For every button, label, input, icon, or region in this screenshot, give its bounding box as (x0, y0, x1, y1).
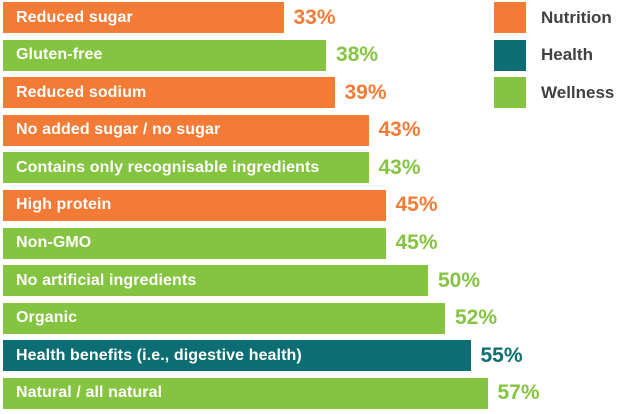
bar-value-label: 57% (497, 381, 540, 405)
bar-value-label: 43% (378, 155, 421, 179)
bar-value-label: 33% (293, 5, 336, 29)
bar-row: No added sugar / no sugar 43% (3, 114, 540, 146)
bar-category-label: Reduced sugar (16, 8, 133, 26)
bar-row: Gluten-free 38% (3, 39, 540, 71)
legend-item-nutrition: Nutrition (494, 2, 614, 33)
bar-row: Health benefits (i.e., digestive health)… (3, 340, 540, 372)
legend-swatch-wellness-icon (494, 77, 526, 109)
bar-category-label: No artificial ingredients (16, 271, 197, 289)
legend-label-nutrition: Nutrition (541, 7, 612, 27)
legend-label-health: Health (541, 45, 593, 65)
legend-item-wellness: Wellness (494, 77, 615, 109)
bar-category-label: Gluten-free (16, 46, 103, 64)
bar-value-label: 45% (395, 231, 438, 255)
bar-category-label: Natural / all natural (16, 384, 163, 402)
bar-nutrition: Reduced sugar (3, 2, 284, 33)
legend-swatch-health-icon (494, 39, 526, 71)
bar-value-label: 52% (455, 306, 498, 330)
bar-row: Reduced sugar 33% (3, 2, 540, 33)
bar-wellness: Non-GMO (3, 227, 386, 259)
bar-row: Reduced sodium 39% (3, 77, 540, 109)
bar-category-label: Contains only recognisable ingredients (16, 158, 320, 176)
bar-wellness: Organic (3, 302, 445, 334)
bar-health: Health benefits (i.e., digestive health) (3, 340, 471, 372)
bar-value-label: 50% (438, 268, 481, 292)
bar-row: High protein 45% (3, 189, 540, 221)
bar-row: Organic 52% (3, 302, 540, 334)
bar-value-label: 39% (344, 80, 387, 104)
bar-row: Non-GMO 45% (3, 227, 540, 259)
legend-label-wellness: Wellness (541, 82, 615, 102)
bar-wellness: Gluten-free (3, 39, 326, 71)
bar-category-label: High protein (16, 196, 112, 214)
bar-row: Contains only recognisable ingredients 43… (3, 152, 540, 184)
bar-value-label: 55% (480, 343, 523, 367)
bar-value-label: 38% (336, 43, 379, 67)
legend: Nutrition Health Wellness (494, 2, 615, 109)
bar-category-label: Reduced sodium (16, 83, 147, 101)
bar-rows: Reduced sugar 33% Gluten-free 38% Reduced so… (3, 2, 540, 409)
bar-wellness: Contains only recognisable ingredients (3, 152, 369, 184)
bar-value-label: 43% (378, 118, 421, 142)
bar-nutrition: No added sugar / no sugar (3, 114, 369, 146)
bar-category-label: No added sugar / no sugar (16, 121, 221, 139)
bar-category-label: Organic (16, 309, 78, 327)
bar-row: No artificial ingredients 50% (3, 265, 540, 297)
bar-nutrition: Reduced sodium (3, 77, 335, 109)
bar-wellness: Natural / all natural (3, 377, 488, 409)
bar-nutrition: High protein (3, 189, 386, 221)
bar-row: Natural / all natural 57% (3, 377, 540, 409)
legend-item-health: Health (494, 39, 614, 71)
legend-swatch-nutrition-icon (494, 2, 526, 33)
bar-value-label: 45% (395, 193, 438, 217)
bar-category-label: Non-GMO (16, 234, 92, 252)
bar-category-label: Health benefits (i.e., digestive health) (16, 346, 302, 364)
bar-wellness: No artificial ingredients (3, 265, 428, 297)
